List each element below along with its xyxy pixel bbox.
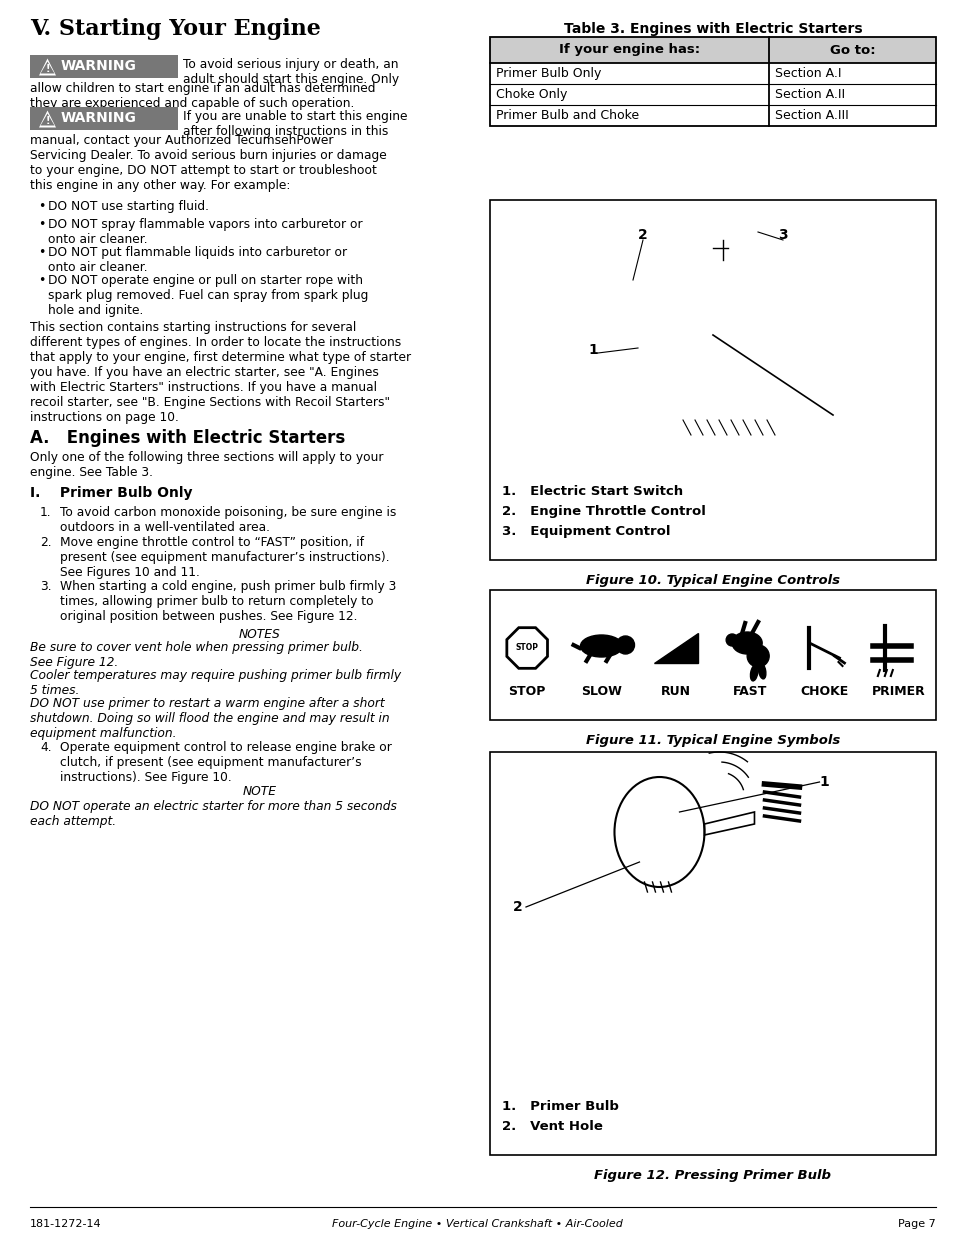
Bar [30, 107, 178, 130]
Text: Section A.III: Section A.III [774, 109, 847, 122]
Polygon shape [40, 114, 54, 126]
Text: Figure 10. Typical Engine Controls: Figure 10. Typical Engine Controls [585, 574, 840, 587]
Text: Choke Only: Choke Only [496, 88, 567, 101]
Text: V. Starting Your Engine: V. Starting Your Engine [30, 19, 320, 40]
Text: WARNING: WARNING [61, 59, 136, 74]
Circle shape [746, 645, 768, 667]
Polygon shape [506, 627, 547, 668]
Text: 2.: 2. [40, 536, 51, 550]
Circle shape [725, 634, 738, 646]
Bar [490, 37, 935, 126]
Text: •: • [38, 274, 46, 287]
Text: Operate equipment control to release engine brake or
clutch, if present (see equ: Operate equipment control to release eng… [60, 741, 392, 784]
Text: STOP: STOP [516, 643, 538, 652]
Text: When starting a cold engine, push primer bulb firmly 3
times, allowing primer bu: When starting a cold engine, push primer… [60, 580, 395, 622]
Text: 1.   Primer Bulb: 1. Primer Bulb [501, 1100, 618, 1113]
Text: NOTE: NOTE [243, 785, 276, 798]
Text: RUN: RUN [660, 685, 690, 698]
Text: Section A.II: Section A.II [774, 88, 844, 101]
Circle shape [616, 636, 634, 655]
Text: Four-Cycle Engine • Vertical Crankshaft • Air-Cooled: Four-Cycle Engine • Vertical Crankshaft … [332, 1219, 621, 1229]
Text: CHOKE: CHOKE [800, 685, 848, 698]
Text: Only one of the following three sections will apply to your
engine. See Table 3.: Only one of the following three sections… [30, 451, 383, 479]
Text: 4.: 4. [40, 741, 51, 755]
Text: manual, contact your Authorized TecumsehPower
Servicing Dealer. To avoid serious: manual, contact your Authorized Tecumseh… [30, 135, 386, 191]
Text: STOP: STOP [508, 685, 545, 698]
Text: •: • [38, 219, 46, 231]
Text: !: ! [45, 116, 50, 126]
Text: 3.: 3. [40, 580, 51, 593]
Text: PRIMER: PRIMER [871, 685, 924, 698]
Bar [490, 590, 935, 720]
Text: 2.   Engine Throttle Control: 2. Engine Throttle Control [501, 505, 705, 517]
Text: Table 3. Engines with Electric Starters: Table 3. Engines with Electric Starters [563, 22, 862, 36]
Bar [490, 37, 935, 63]
Text: To avoid carbon monoxide poisoning, be sure engine is
outdoors in a well-ventila: To avoid carbon monoxide poisoning, be s… [60, 506, 395, 534]
Ellipse shape [758, 663, 765, 679]
Bar [30, 56, 178, 78]
Text: Figure 11. Typical Engine Symbols: Figure 11. Typical Engine Symbols [585, 734, 840, 747]
Bar [490, 752, 935, 1155]
Text: I.    Primer Bulb Only: I. Primer Bulb Only [30, 487, 193, 500]
Text: WARNING: WARNING [61, 111, 136, 126]
Text: FAST: FAST [732, 685, 766, 698]
Text: 2: 2 [638, 228, 647, 242]
Text: DO NOT operate an electric starter for more than 5 seconds
each attempt.: DO NOT operate an electric starter for m… [30, 800, 396, 827]
Text: DO NOT operate engine or pull on starter rope with
spark plug removed. Fuel can : DO NOT operate engine or pull on starter… [48, 274, 368, 317]
Text: Figure 12. Pressing Primer Bulb: Figure 12. Pressing Primer Bulb [594, 1170, 831, 1182]
Ellipse shape [579, 635, 622, 657]
Polygon shape [39, 58, 56, 75]
Text: DO NOT put flammable liquids into carburetor or
onto air cleaner.: DO NOT put flammable liquids into carbur… [48, 246, 347, 274]
Text: 181-1272-14: 181-1272-14 [30, 1219, 102, 1229]
Text: If your engine has:: If your engine has: [558, 43, 700, 57]
Text: If you are unable to start this engine
after following instructions in this: If you are unable to start this engine a… [183, 110, 407, 138]
Text: 2: 2 [513, 900, 522, 914]
Text: Be sure to cover vent hole when pressing primer bulb.
See Figure 12.: Be sure to cover vent hole when pressing… [30, 641, 362, 669]
Polygon shape [39, 110, 56, 127]
Ellipse shape [750, 666, 757, 680]
Text: 3.   Equipment Control: 3. Equipment Control [501, 525, 670, 538]
Text: Primer Bulb Only: Primer Bulb Only [496, 67, 600, 80]
Ellipse shape [731, 632, 761, 655]
Text: 1: 1 [819, 776, 828, 789]
Text: DO NOT use primer to restart a warm engine after a short
shutdown. Doing so will: DO NOT use primer to restart a warm engi… [30, 697, 389, 740]
Text: DO NOT spray flammable vapors into carburetor or
onto air cleaner.: DO NOT spray flammable vapors into carbu… [48, 219, 362, 246]
Text: Primer Bulb and Choke: Primer Bulb and Choke [496, 109, 639, 122]
Text: •: • [38, 246, 46, 259]
Text: !: ! [45, 63, 50, 74]
Text: DO NOT use starting fluid.: DO NOT use starting fluid. [48, 200, 209, 212]
Text: NOTES: NOTES [239, 629, 280, 641]
Text: 1.: 1. [40, 506, 51, 519]
Polygon shape [40, 62, 54, 74]
Text: A.   Engines with Electric Starters: A. Engines with Electric Starters [30, 429, 345, 447]
Text: •: • [38, 200, 46, 212]
Text: Move engine throttle control to “FAST” position, if
present (see equipment manuf: Move engine throttle control to “FAST” p… [60, 536, 389, 579]
Text: Page 7: Page 7 [898, 1219, 935, 1229]
Polygon shape [653, 634, 697, 663]
Text: allow children to start engine if an adult has determined
they are experienced a: allow children to start engine if an adu… [30, 82, 375, 110]
Bar [490, 200, 935, 559]
Text: 1.   Electric Start Switch: 1. Electric Start Switch [501, 485, 682, 498]
Text: This section contains starting instructions for several
different types of engin: This section contains starting instructi… [30, 321, 411, 424]
Text: Go to:: Go to: [829, 43, 874, 57]
Text: 3: 3 [778, 228, 787, 242]
Text: Cooler temperatures may require pushing primer bulb firmly
5 times.: Cooler temperatures may require pushing … [30, 669, 400, 697]
Text: SLOW: SLOW [580, 685, 621, 698]
Text: To avoid serious injury or death, an
adult should start this engine. Only: To avoid serious injury or death, an adu… [183, 58, 398, 86]
Text: 1: 1 [587, 343, 598, 357]
Text: Section A.I: Section A.I [774, 67, 841, 80]
Text: 2.   Vent Hole: 2. Vent Hole [501, 1120, 602, 1132]
